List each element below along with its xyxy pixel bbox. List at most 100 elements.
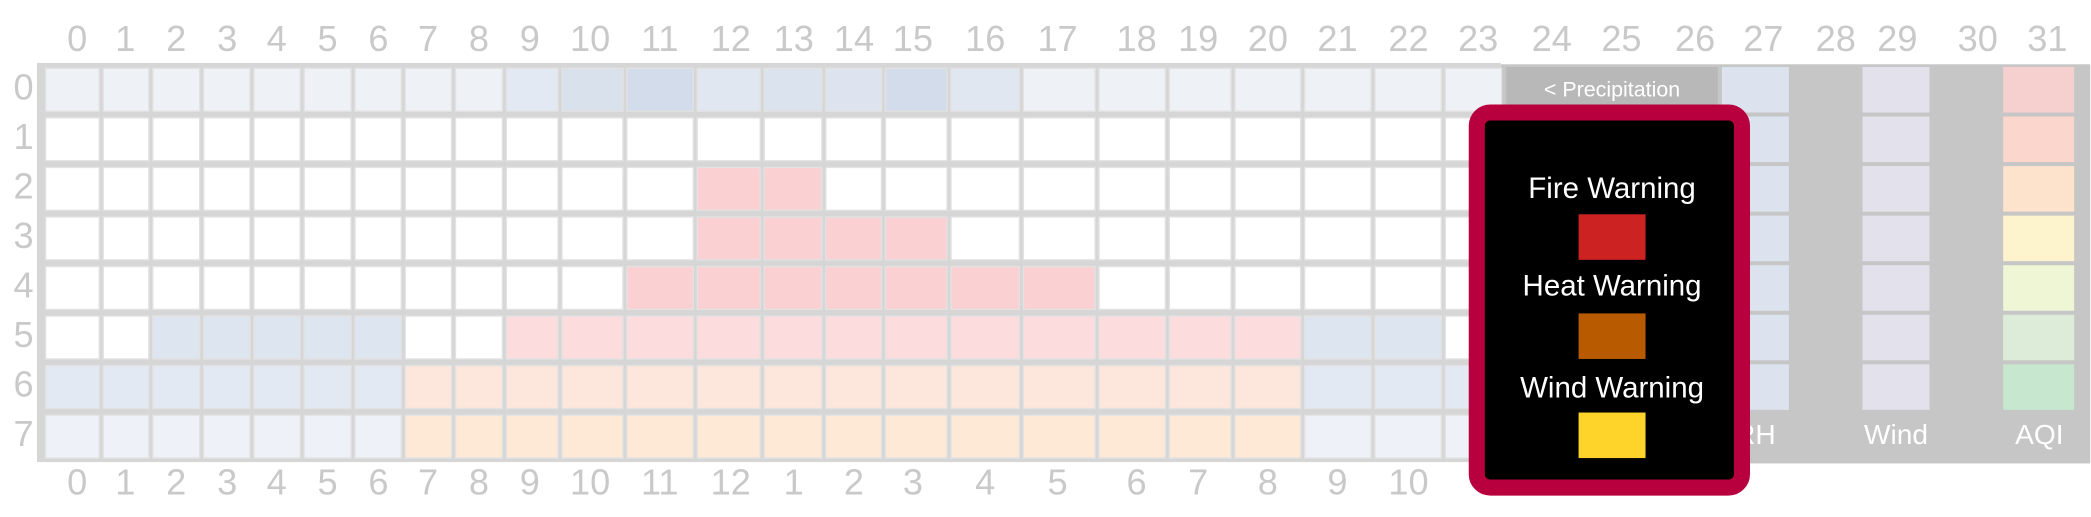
grid-cell xyxy=(1374,364,1442,410)
column-label: 11 xyxy=(641,18,679,59)
grid-cell xyxy=(561,265,624,311)
column-label: 6 xyxy=(368,18,388,59)
grid-cell xyxy=(253,265,301,311)
grid-cell xyxy=(1022,414,1096,459)
row-label: 5 xyxy=(13,314,33,355)
grid-cell xyxy=(1022,364,1096,410)
grid-cell xyxy=(454,315,504,360)
grid-cell xyxy=(303,67,352,112)
grid-cell xyxy=(763,414,823,459)
column-label: 21 xyxy=(1317,18,1357,59)
grid-cell xyxy=(354,67,402,112)
row-label: 6 xyxy=(13,364,33,405)
column-label: 4 xyxy=(267,18,287,59)
column-label: 23 xyxy=(1458,18,1498,59)
grid-cell xyxy=(1098,315,1167,360)
grid-cell xyxy=(505,216,559,261)
grid-cell xyxy=(626,166,694,211)
grid-cell xyxy=(152,117,201,162)
grid-cell xyxy=(763,216,823,261)
grid-cell xyxy=(152,414,201,459)
grid-cell xyxy=(203,414,251,459)
column-label: 5 xyxy=(318,18,338,59)
grid-cell xyxy=(203,216,251,261)
grid-cell xyxy=(1444,67,1503,112)
grid-cell xyxy=(404,414,453,459)
hour-label: 7 xyxy=(418,461,438,502)
grid-cell xyxy=(1168,216,1232,261)
hour-label: 1 xyxy=(115,461,135,502)
precipitation-button-label[interactable]: < Precipitation xyxy=(1544,78,1680,102)
hour-label: 2 xyxy=(844,461,864,502)
legend-swatch xyxy=(1578,412,1646,459)
grid-cell xyxy=(102,117,150,162)
grid-cell xyxy=(696,166,761,211)
aqi-cell xyxy=(2003,265,2075,311)
legend-swatch xyxy=(1578,214,1646,260)
grid-cell xyxy=(884,216,948,261)
column-label: 13 xyxy=(774,18,814,59)
grid-cell xyxy=(763,117,823,162)
grid-cell xyxy=(626,364,694,410)
aqi-cell xyxy=(2003,364,2075,410)
wind-label: Wind xyxy=(1864,419,1928,450)
grid-cell xyxy=(354,166,402,211)
grid-cell xyxy=(696,315,761,360)
column-label: 3 xyxy=(217,18,237,59)
grid-cell xyxy=(1022,166,1096,211)
grid-cell xyxy=(303,364,352,410)
hour-label: 8 xyxy=(469,461,489,502)
grid-cell xyxy=(404,315,453,360)
legend-swatch xyxy=(1578,313,1646,359)
hour-label: 4 xyxy=(975,461,995,502)
grid-cell xyxy=(354,315,402,360)
hour-label: 12 xyxy=(711,461,751,502)
legend-label: Heat Warning xyxy=(1523,270,1702,303)
grid-cell xyxy=(1022,67,1096,112)
grid-cell xyxy=(44,364,100,410)
grid-cell xyxy=(505,67,559,112)
grid-cell xyxy=(1374,216,1442,261)
grid-cell xyxy=(404,265,453,311)
column-label: 26 xyxy=(1675,18,1715,59)
grid-cell xyxy=(505,265,559,311)
column-label: 30 xyxy=(1958,18,1998,59)
grid-cell xyxy=(303,265,352,311)
grid-cell xyxy=(354,216,402,261)
grid-cell xyxy=(825,265,883,311)
grid-cell xyxy=(1098,364,1167,410)
column-label: 2 xyxy=(166,18,186,59)
grid-cell xyxy=(44,117,100,162)
grid-cell xyxy=(253,414,301,459)
grid-cell xyxy=(1168,67,1232,112)
grid-cell xyxy=(152,67,201,112)
hour-label: 5 xyxy=(318,461,338,502)
grid-cell xyxy=(696,117,761,162)
grid-cell xyxy=(454,216,504,261)
grid-cell xyxy=(884,67,948,112)
grid-cell xyxy=(152,265,201,311)
column-label: 28 xyxy=(1816,18,1856,59)
column-label: 16 xyxy=(965,18,1005,59)
grid-cell xyxy=(1022,216,1096,261)
row-label: 4 xyxy=(13,265,33,306)
grid-cell xyxy=(102,315,150,360)
grid-cell xyxy=(1374,265,1442,311)
grid-cell xyxy=(561,117,624,162)
grid-cell xyxy=(1098,166,1167,211)
aqi-cell xyxy=(2003,116,2075,163)
grid-cell xyxy=(950,166,1021,211)
grid-cell xyxy=(626,67,694,112)
column-label: 14 xyxy=(834,18,874,59)
grid-cell xyxy=(1374,166,1442,211)
hour-label: 9 xyxy=(520,461,540,502)
hour-label: 5 xyxy=(1047,461,1067,502)
grid-cell xyxy=(102,364,150,410)
grid-cell xyxy=(825,216,883,261)
grid-cell xyxy=(454,166,504,211)
grid-cell xyxy=(950,67,1021,112)
grid-cell xyxy=(696,67,761,112)
grid-cell xyxy=(696,414,761,459)
grid-cell xyxy=(1234,364,1302,410)
column-label: 1 xyxy=(115,18,135,59)
